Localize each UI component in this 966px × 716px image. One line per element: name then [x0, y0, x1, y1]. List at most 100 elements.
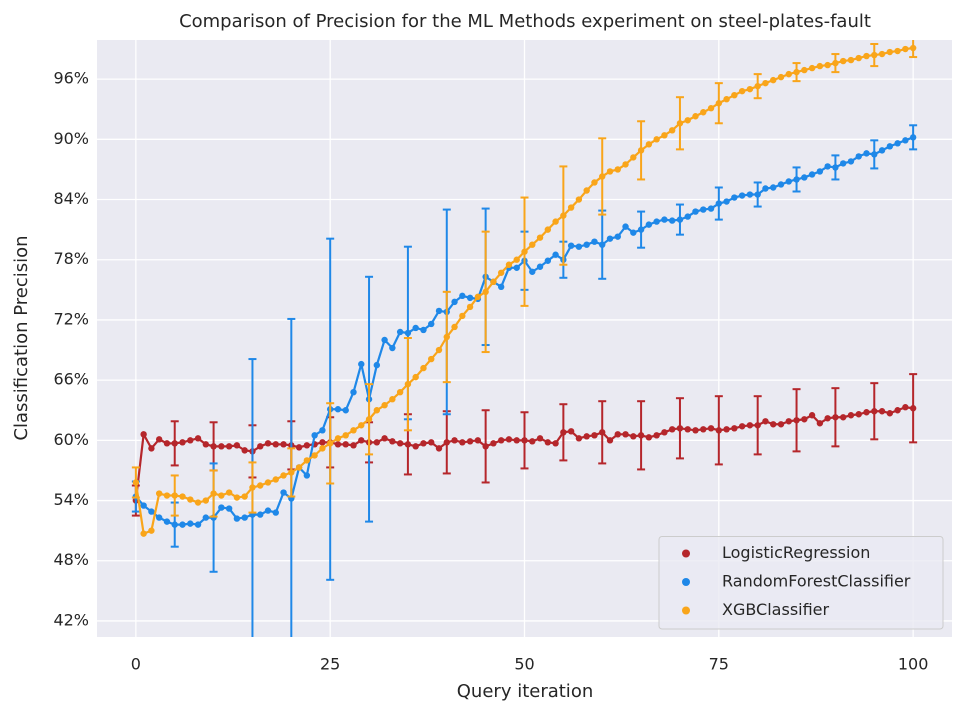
x-tick-label: 25 [320, 655, 340, 674]
chart-title: Comparison of Precision for the ML Metho… [179, 11, 871, 32]
point [832, 414, 839, 421]
point [816, 62, 824, 70]
point [902, 404, 909, 411]
point [140, 502, 147, 509]
point [381, 402, 388, 409]
point [902, 45, 909, 53]
point [661, 132, 668, 139]
point [754, 422, 761, 429]
point [311, 452, 318, 459]
point [645, 221, 653, 228]
point [793, 176, 800, 183]
point [738, 423, 746, 430]
point [793, 68, 800, 76]
point [599, 429, 606, 436]
point [839, 414, 847, 421]
point [132, 479, 140, 486]
point [622, 431, 629, 438]
point [319, 427, 326, 434]
point [637, 432, 645, 439]
point [529, 268, 536, 275]
point [824, 61, 831, 69]
point [645, 141, 653, 148]
point [171, 440, 178, 447]
point [894, 140, 901, 147]
point [163, 440, 171, 447]
point [389, 344, 396, 352]
point [428, 355, 435, 363]
point [225, 443, 233, 450]
point [194, 499, 202, 506]
y-axis-label: Classification Precision [11, 235, 32, 440]
point [497, 283, 505, 291]
point [389, 396, 396, 403]
y-tick-label: 54% [53, 490, 89, 509]
point [762, 418, 769, 425]
point [334, 406, 342, 413]
point [257, 482, 264, 489]
point [404, 329, 412, 337]
point [552, 218, 559, 225]
point [373, 361, 381, 369]
point [668, 426, 676, 433]
point [342, 407, 349, 414]
point [637, 226, 645, 233]
point [272, 509, 279, 516]
point [707, 205, 715, 212]
point [529, 241, 536, 248]
y-tick-label: 78% [53, 249, 89, 268]
point [358, 437, 365, 444]
point [459, 292, 466, 300]
point [365, 416, 373, 423]
point [241, 493, 248, 500]
point [700, 109, 707, 116]
point [746, 422, 754, 429]
point [466, 294, 474, 302]
point [155, 490, 163, 497]
grid [97, 40, 952, 637]
point [179, 493, 186, 500]
point [451, 437, 458, 444]
point [536, 263, 544, 270]
point [187, 520, 194, 527]
point [653, 432, 660, 439]
point [350, 427, 357, 434]
y-tick-label: 90% [53, 129, 89, 148]
point [606, 437, 614, 444]
point [777, 421, 785, 428]
point [886, 143, 894, 150]
point [692, 427, 699, 434]
point [855, 411, 862, 418]
point [552, 251, 559, 258]
point [163, 492, 171, 499]
point [770, 184, 777, 191]
point [544, 257, 552, 264]
point [381, 435, 388, 442]
point [855, 54, 862, 62]
point [303, 472, 311, 479]
point [420, 440, 427, 447]
point [746, 85, 754, 93]
point [653, 136, 660, 143]
point [513, 264, 520, 271]
point [194, 435, 202, 442]
point [451, 323, 458, 331]
point [839, 57, 847, 65]
point [412, 373, 419, 381]
point [358, 422, 365, 429]
point [179, 439, 186, 446]
point [264, 440, 272, 447]
point [871, 151, 878, 158]
point [886, 410, 894, 417]
point [459, 312, 466, 320]
point [544, 439, 552, 446]
point [894, 407, 901, 414]
point [606, 168, 614, 175]
point [754, 191, 761, 198]
y-tick-label: 66% [53, 370, 89, 389]
point [614, 431, 621, 438]
point [583, 187, 590, 194]
point [187, 437, 194, 444]
point [257, 511, 264, 518]
